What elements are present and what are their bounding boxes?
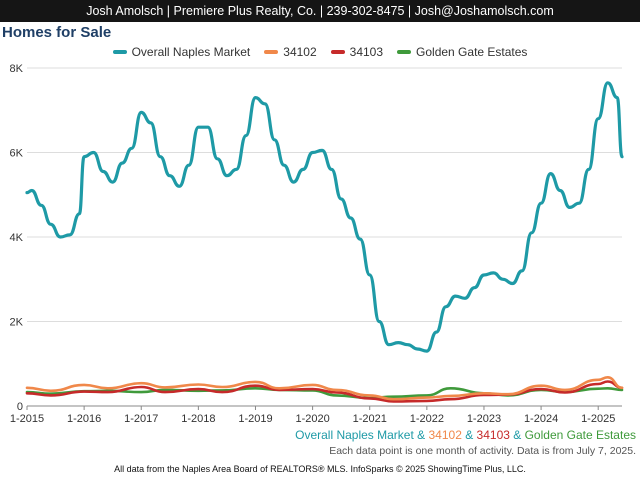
chart-legend: Overall Naples Market 34102 34103 Golden… xyxy=(0,45,640,59)
legend-swatch-overall xyxy=(112,50,127,54)
x-tick-label: 1-2016 xyxy=(67,413,101,425)
x-tick-label: 1-2024 xyxy=(524,413,558,425)
footnote-amp-1: & xyxy=(413,428,429,442)
legend-label-overall: Overall Naples Market xyxy=(131,45,251,59)
chart-title: Homes for Sale xyxy=(2,24,112,41)
legend-item-golden-gate[interactable]: Golden Gate Estates xyxy=(397,45,527,59)
series-line-34102 xyxy=(25,376,624,401)
activity-note: Each data point is one month of activity… xyxy=(329,445,636,457)
y-tick-label: 0 xyxy=(17,401,23,413)
x-tick-label: 1-2021 xyxy=(353,413,387,425)
legend-swatch-34102 xyxy=(264,50,279,54)
footnote-amp-3: & xyxy=(509,428,525,442)
footnote-overall: Overall Naples Market xyxy=(295,428,414,442)
data-credit: All data from the Naples Area Board of R… xyxy=(114,464,526,474)
x-tick-label: 1-2020 xyxy=(295,413,329,425)
legend-label-34102: 34102 xyxy=(283,45,317,59)
contact-text: Josh Amolsch | Premiere Plus Realty, Co.… xyxy=(86,4,554,18)
footnote-34102: 34102 xyxy=(428,428,462,442)
y-tick-label: 6K xyxy=(10,148,24,160)
legend-label-34103: 34103 xyxy=(349,45,384,59)
series-line-overall-naples-market xyxy=(25,81,624,353)
y-tick-label: 4K xyxy=(10,232,24,244)
legend-swatch-34103 xyxy=(330,50,345,54)
x-tick-label: 1-2022 xyxy=(410,413,444,425)
footnote-golden-gate: Golden Gate Estates xyxy=(524,428,636,442)
x-tick-label: 1-2017 xyxy=(124,413,158,425)
legend-label-golden-gate: Golden Gate Estates xyxy=(416,45,528,59)
footnote-34103: 34103 xyxy=(476,428,510,442)
x-tick-label: 1-2018 xyxy=(181,413,215,425)
series-line-34103 xyxy=(25,380,624,403)
footnote-amp-2: & xyxy=(461,428,477,442)
contact-header-bar: Josh Amolsch | Premiere Plus Realty, Co.… xyxy=(0,0,640,22)
legend-item-overall[interactable]: Overall Naples Market xyxy=(112,45,251,59)
y-tick-label: 2K xyxy=(10,317,24,329)
x-tick-label: 1-2015 xyxy=(10,413,44,425)
legend-item-34102[interactable]: 34102 xyxy=(264,45,317,59)
x-tick-label: 1-2023 xyxy=(467,413,501,425)
series-footnote: Overall Naples Market & 34102 & 34103 & … xyxy=(295,428,636,442)
legend-swatch-golden-gate xyxy=(397,50,412,54)
y-tick-label: 8K xyxy=(10,63,24,75)
x-tick-label: 1-2019 xyxy=(238,413,272,425)
legend-item-34103[interactable]: 34103 xyxy=(330,45,384,59)
x-tick-label: 1-2025 xyxy=(581,413,615,425)
